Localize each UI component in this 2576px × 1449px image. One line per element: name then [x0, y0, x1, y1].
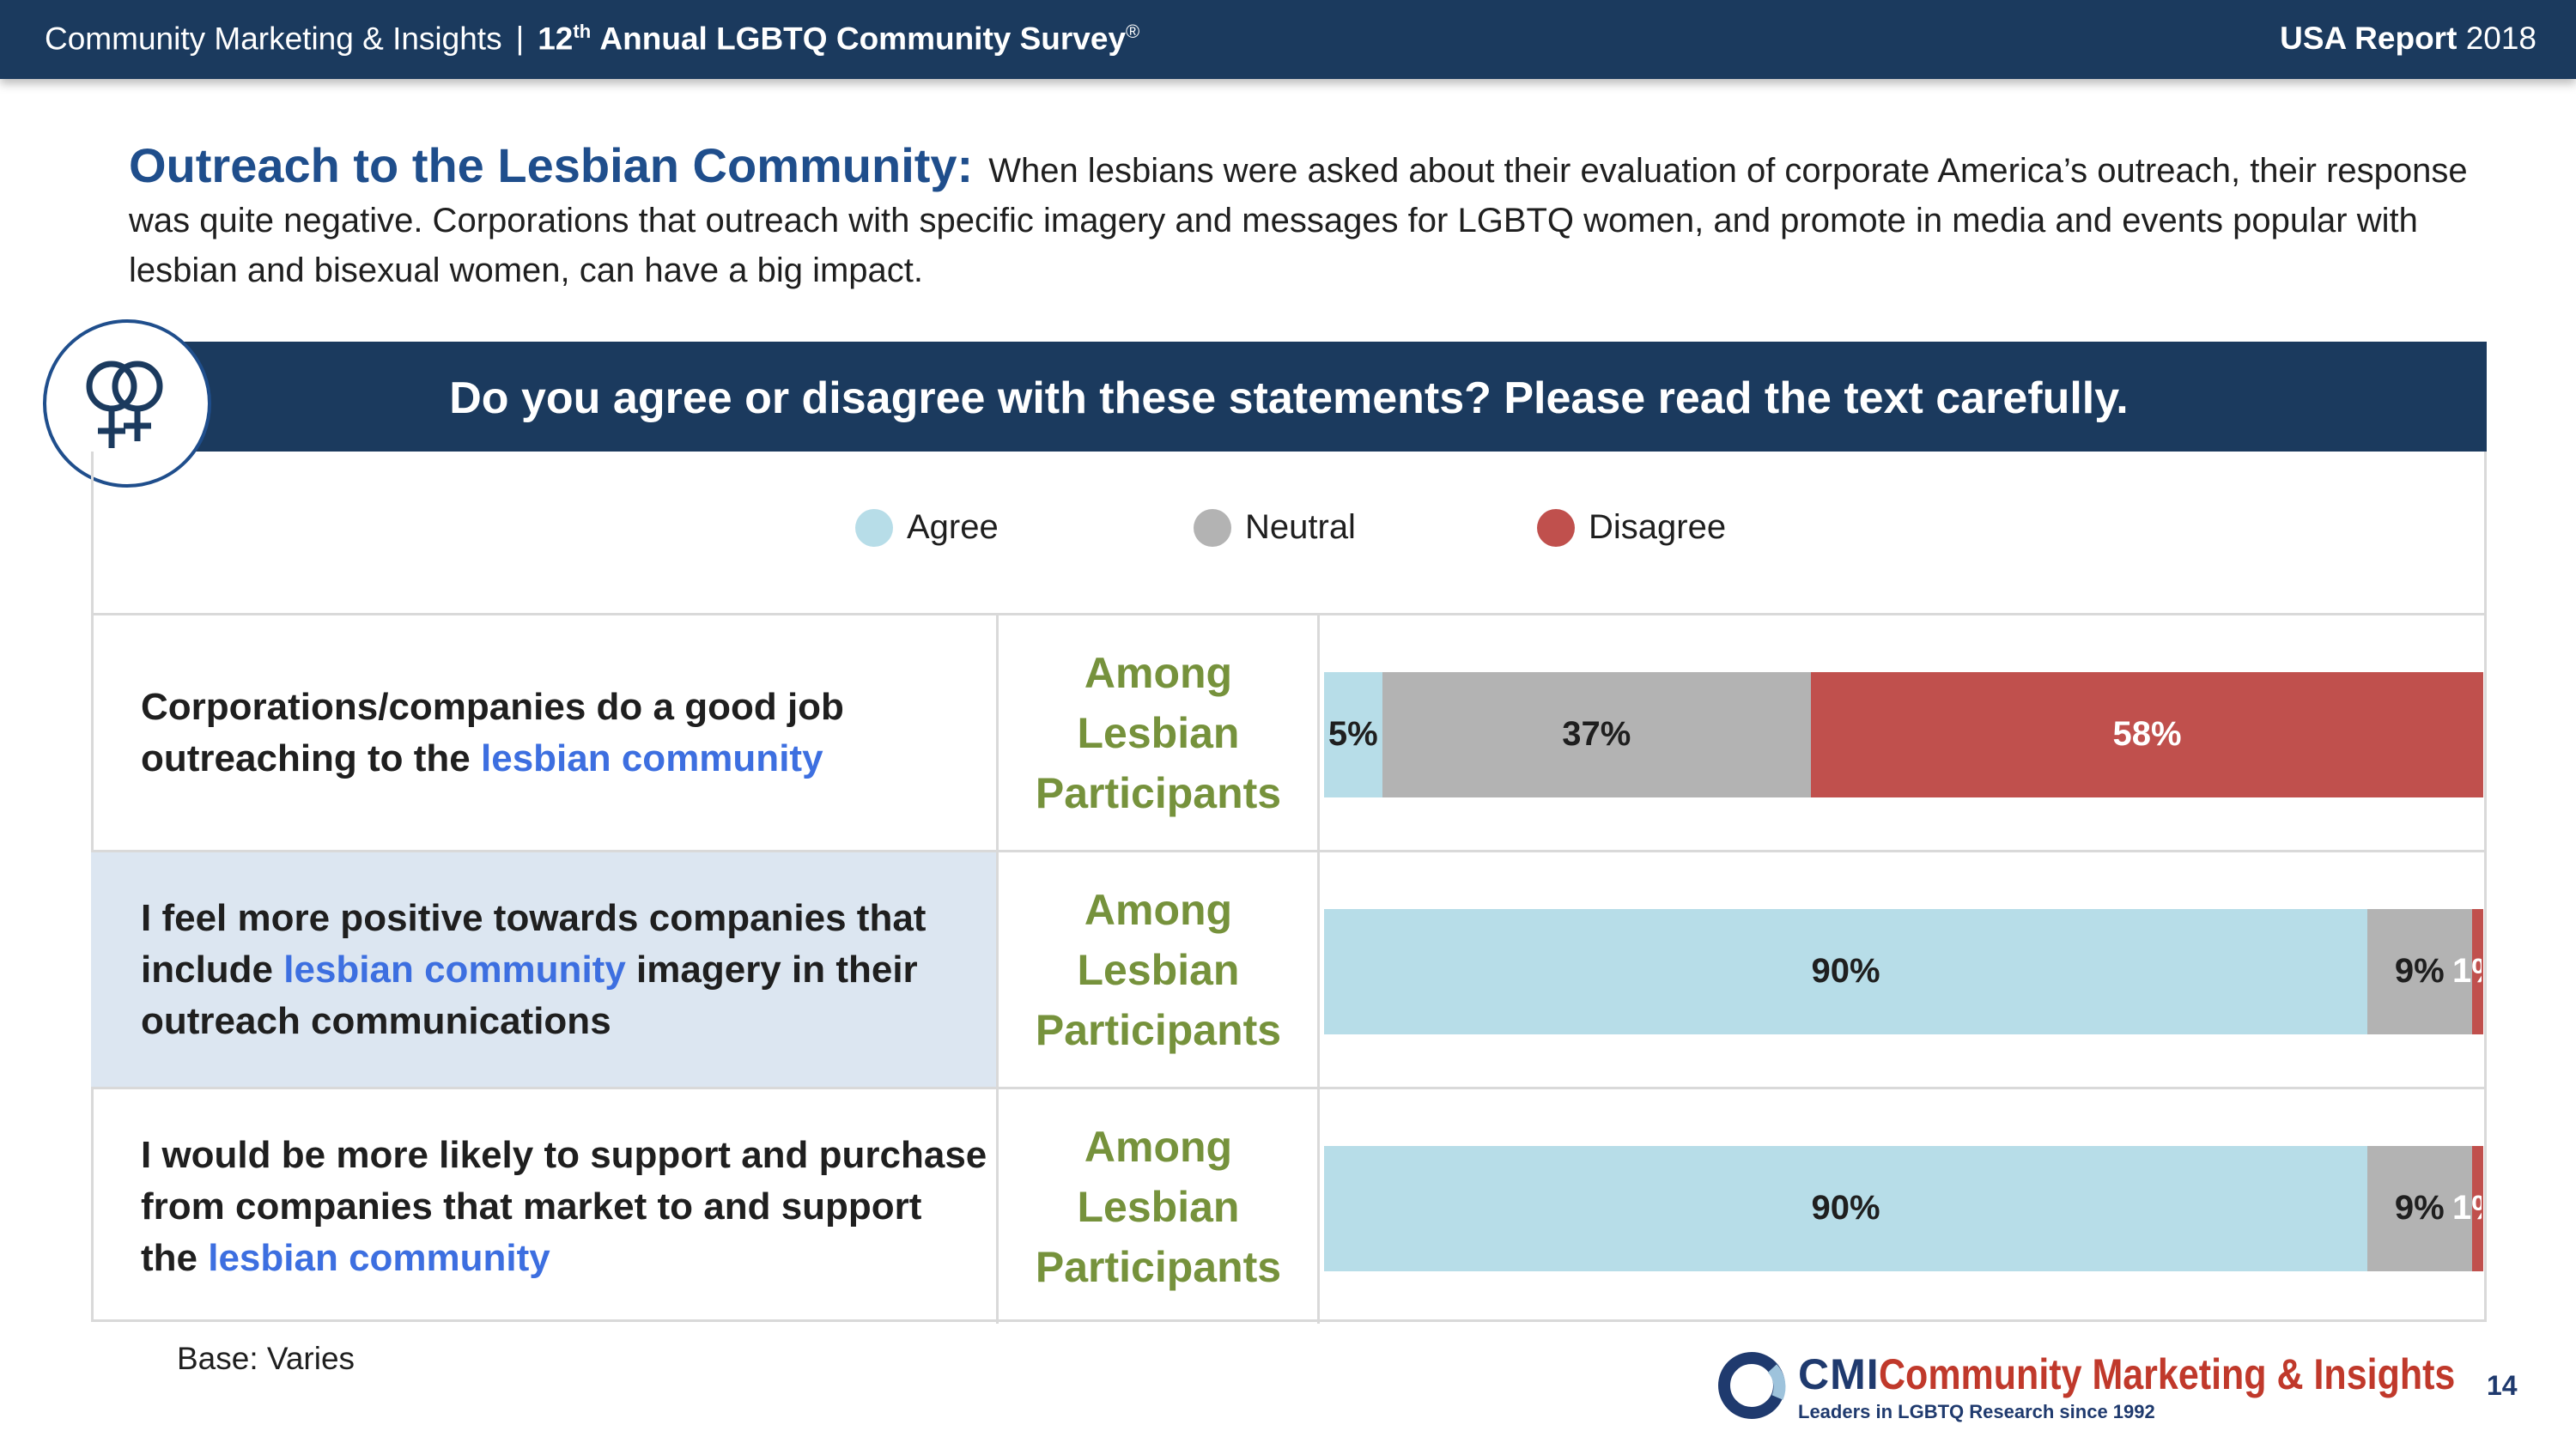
female-symbols-icon: [43, 319, 211, 488]
legend-disagree-swatch: [1537, 508, 1575, 547]
column-divider: [996, 1089, 999, 1324]
bar-segment-disagree: [1811, 672, 2483, 797]
chart-legend: Agree Neutral Disagree: [0, 508, 2576, 560]
bar-segment-neutral: [2367, 1146, 2472, 1271]
question-banner: Do you agree or disagree with these stat…: [91, 342, 2487, 452]
bar-segment-agree: [1324, 1146, 2367, 1271]
statement-text: Corporations/companies do a good job out…: [141, 682, 987, 785]
legend-agree-label: Agree: [907, 508, 999, 546]
header-separator: |: [515, 21, 525, 57]
data-label-agree: 90%: [1811, 952, 1880, 990]
group-label-line: Lesbian: [1077, 1182, 1240, 1231]
intro-paragraph: Outreach to the Lesbian Community: When l…: [129, 141, 2499, 295]
bar-segment-neutral: [2367, 909, 2472, 1034]
data-label-agree: 90%: [1811, 1189, 1880, 1227]
report-year: 2018: [2465, 21, 2537, 56]
bar-segment-agree: [1324, 909, 2367, 1034]
group-label-line: Participants: [1035, 1242, 1282, 1291]
statement-part: I would be more likely to support and pu…: [141, 1133, 987, 1279]
group-label-line: Lesbian: [1077, 708, 1240, 757]
legend-agree-swatch: [855, 508, 893, 547]
data-label-disagree: 1%: [2452, 952, 2482, 990]
column-divider: [996, 615, 999, 850]
legend-disagree: Disagree: [1537, 508, 1726, 547]
statement-part: Corporations/companies do a good job out…: [141, 685, 844, 779]
survey-ordinal: 12: [538, 21, 574, 57]
intro-body: When lesbians were asked about their eva…: [129, 152, 2468, 289]
column-divider: [1317, 615, 1320, 850]
chart-row-2: I feel more positive towards companies t…: [91, 850, 2487, 1087]
report-label: USA Report 2018: [2280, 21, 2537, 57]
data-label-neutral: 37%: [1562, 715, 1631, 753]
legend-neutral-label: Neutral: [1245, 508, 1356, 546]
bar-area: 90% 9%1%: [1324, 852, 2483, 1087]
statement-text: I feel more positive towards companies t…: [141, 893, 987, 1047]
data-label-disagree: 1%: [2452, 1189, 2482, 1227]
logo-tagline: Leaders in LGBTQ Research since 1992: [1798, 1401, 2155, 1422]
statement-cell: I would be more likely to support and pu…: [91, 1089, 996, 1324]
logo-short: CMI: [1798, 1350, 1880, 1398]
legend-neutral: Neutral: [1194, 508, 1356, 547]
data-label-agree: 5%: [1327, 715, 1378, 753]
statement-highlight: lesbian community: [283, 948, 626, 991]
group-label: Among Lesbian Participants: [999, 852, 1317, 1087]
bar-segment-agree: [1324, 672, 1382, 797]
statement-highlight: lesbian community: [208, 1236, 550, 1279]
survey-ordinal-suffix: th: [573, 21, 592, 42]
column-divider: [1317, 1089, 1320, 1324]
group-label-line: Lesbian: [1077, 945, 1240, 994]
header-bar: Community Marketing & Insights | 12th Annu…: [0, 0, 2576, 79]
column-divider: [996, 852, 999, 1087]
group-label-line: Participants: [1035, 768, 1282, 817]
chart-row-3: I would be more likely to support and pu…: [91, 1087, 2487, 1324]
column-divider: [1317, 852, 1320, 1087]
org-name: Community Marketing & Insights: [45, 21, 502, 57]
group-label: Among Lesbian Participants: [999, 1089, 1317, 1324]
registered-mark: ®: [1126, 21, 1140, 42]
group-label-line: Participants: [1035, 1005, 1282, 1054]
bar-segment-neutral: [1382, 672, 1811, 797]
report-name: USA Report: [2280, 21, 2458, 56]
section-heading: Outreach to the Lesbian Community:: [129, 138, 974, 192]
data-label-disagree: 58%: [2112, 715, 2182, 753]
chart-row-1: Corporations/companies do a good job out…: [91, 613, 2487, 850]
data-label-neutral: 9%: [2394, 952, 2445, 990]
legend-agree: Agree: [855, 508, 999, 547]
group-label-line: Among: [1084, 885, 1233, 934]
question-text: Do you agree or disagree with these stat…: [449, 373, 2129, 423]
bar-area: 5% 37% 58%: [1324, 615, 2483, 850]
group-label-line: Among: [1084, 648, 1233, 697]
header-title: Community Marketing & Insights | 12th Annu…: [45, 21, 1139, 57]
cmi-logo-mark-icon: [1718, 1352, 1786, 1419]
survey-title: Annual LGBTQ Community Survey: [599, 21, 1127, 57]
cmi-logo: CMI Community Marketing & Insights Leade…: [1716, 1349, 2463, 1423]
data-label-neutral: 9%: [2394, 1189, 2445, 1227]
statement-text: I would be more likely to support and pu…: [141, 1130, 987, 1284]
bar-segment-disagree: [2471, 909, 2483, 1034]
statement-part: imagery in their outreach communications: [141, 948, 918, 1042]
statement-cell: I feel more positive towards companies t…: [91, 852, 996, 1087]
group-label: Among Lesbian Participants: [999, 615, 1317, 850]
legend-neutral-swatch: [1194, 508, 1231, 547]
logo-full-name: Community Marketing & Insights: [1879, 1350, 2456, 1398]
base-note: Base: Varies: [177, 1341, 355, 1376]
group-label-line: Among: [1084, 1122, 1233, 1171]
statement-highlight: lesbian community: [481, 737, 823, 779]
legend-disagree-label: Disagree: [1589, 508, 1727, 546]
bar-area: 90% 9%1%: [1324, 1089, 2483, 1324]
statement-cell: Corporations/companies do a good job out…: [91, 615, 996, 850]
statement-part: I feel more positive towards companies t…: [141, 896, 927, 991]
page-number: 14: [2487, 1370, 2518, 1401]
bar-segment-disagree: [2471, 1146, 2483, 1271]
